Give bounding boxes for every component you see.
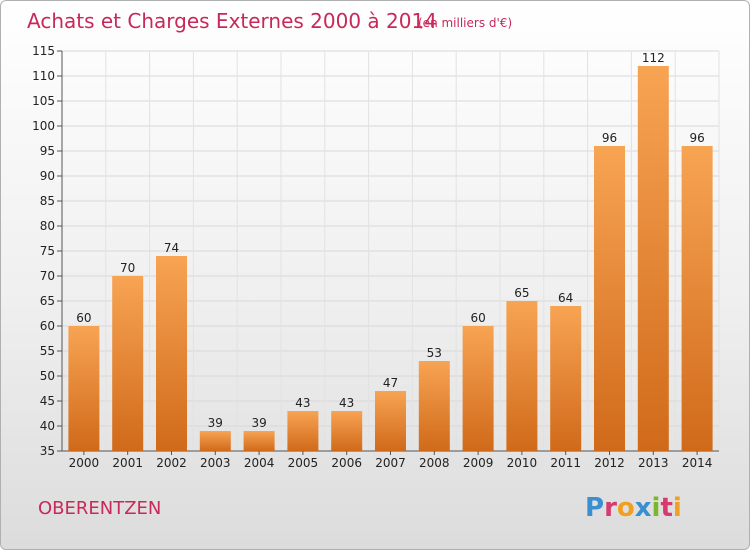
y-tick-label: 55 xyxy=(40,344,55,358)
bar-2013 xyxy=(637,66,669,451)
x-tick-label: 2008 xyxy=(419,456,450,470)
data-label-2006: 43 xyxy=(339,396,354,410)
y-tick-label: 35 xyxy=(40,444,55,458)
bar-2000 xyxy=(68,326,100,451)
bar-2001 xyxy=(112,276,144,451)
bar-2014 xyxy=(681,146,713,451)
data-label-2002: 74 xyxy=(164,241,179,255)
y-tick-label: 60 xyxy=(40,319,55,333)
x-tick-label: 2003 xyxy=(200,456,231,470)
data-label-2005: 43 xyxy=(295,396,310,410)
data-label-2008: 53 xyxy=(427,346,442,360)
y-tick-label: 75 xyxy=(40,244,55,258)
y-tick-label: 90 xyxy=(40,169,55,183)
x-tick-label: 2007 xyxy=(375,456,406,470)
y-tick-label: 85 xyxy=(40,194,55,208)
y-tick-label: 80 xyxy=(40,219,55,233)
x-tick-label: 2000 xyxy=(69,456,100,470)
data-label-2010: 65 xyxy=(514,286,529,300)
data-label-2013: 112 xyxy=(642,51,665,65)
bar-2010 xyxy=(506,301,538,451)
bar-2007 xyxy=(375,391,406,451)
bar-2009 xyxy=(462,326,494,451)
x-tick-label: 2005 xyxy=(288,456,319,470)
data-labels: 60 70 74 39 39 43 43 47 53 60 65 64 96 112 96 xyxy=(76,51,704,430)
bars xyxy=(68,66,713,451)
y-tick-label: 70 xyxy=(40,269,55,283)
x-tick-label: 2001 xyxy=(112,456,143,470)
data-label-2004: 39 xyxy=(251,416,266,430)
bar-2011 xyxy=(550,306,582,451)
data-label-2012: 96 xyxy=(602,131,617,145)
x-tick-label: 2004 xyxy=(244,456,275,470)
bar-2003 xyxy=(199,431,231,451)
y-tick-label: 50 xyxy=(40,369,55,383)
axes: 35 40 45 50 55 60 65 70 75 80 85 90 95 100 105 110 115 20… xyxy=(32,44,719,470)
x-tick-label: 2010 xyxy=(507,456,538,470)
x-tick-label: 2012 xyxy=(594,456,625,470)
y-tick-label: 65 xyxy=(40,294,55,308)
brand-logo: Proxiti xyxy=(585,493,682,523)
place-name: OBERENTZEN xyxy=(38,498,161,519)
chart-subtitle: (en milliers d'€) xyxy=(418,16,512,30)
data-label-2000: 60 xyxy=(76,311,91,325)
y-tick-label: 115 xyxy=(32,44,55,58)
y-tick-label: 40 xyxy=(40,419,55,433)
bar-2002 xyxy=(156,256,187,451)
y-tick-label: 100 xyxy=(32,119,55,133)
data-label-2007: 47 xyxy=(383,376,398,390)
bar-2005 xyxy=(287,411,319,451)
y-tick-label: 105 xyxy=(32,94,55,108)
x-tick-label: 2013 xyxy=(638,456,669,470)
x-tick-label: 2009 xyxy=(463,456,494,470)
y-tick-label: 45 xyxy=(40,394,55,408)
x-tick-label: 2002 xyxy=(156,456,187,470)
x-tick-label: 2011 xyxy=(550,456,581,470)
x-tick-label: 2014 xyxy=(682,456,713,470)
data-label-2014: 96 xyxy=(689,131,704,145)
bar-2004 xyxy=(243,431,275,451)
bar-2006 xyxy=(331,411,363,451)
data-label-2009: 60 xyxy=(470,311,485,325)
x-tick-label: 2006 xyxy=(331,456,362,470)
data-label-2003: 39 xyxy=(208,416,223,430)
y-tick-label: 95 xyxy=(40,144,55,158)
data-label-2011: 64 xyxy=(558,291,573,305)
bar-2008 xyxy=(418,361,450,451)
bar-2012 xyxy=(594,146,625,451)
data-label-2001: 70 xyxy=(120,261,135,275)
y-tick-label: 110 xyxy=(32,69,55,83)
chart-title: Achats et Charges Externes 2000 à 2014 xyxy=(27,9,437,33)
